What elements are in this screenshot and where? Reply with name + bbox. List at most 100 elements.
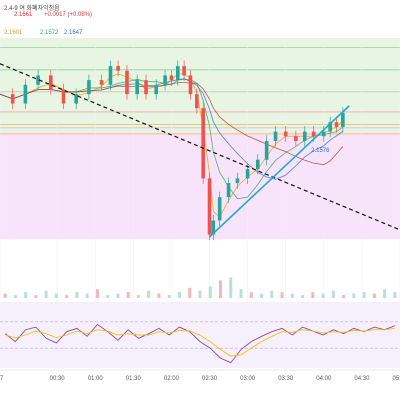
candle-body-5: [61, 89, 66, 104]
candle-body-26: [235, 178, 240, 184]
candle-body-14: [154, 84, 158, 95]
x-tick-label-0: 27: [0, 376, 4, 382]
chart-header: 2.4-9 여 화폐차익청음 2.1661 +0.0017 (+0.08%) 2…: [0, 0, 400, 40]
oscillator-series-1: [5, 327, 395, 357]
volume-bar-24: [249, 292, 253, 298]
volume-bar-8: [85, 293, 89, 298]
support-label: 2.1576: [311, 148, 330, 154]
x-tick-label-9: 04:30: [354, 376, 370, 382]
time-axis: 27 00:30 01:00 01:30 02:00 02:30 03:00 03:30 04:…: [0, 369, 400, 382]
volume-bar-34: [352, 293, 356, 298]
x-tick-label-2: 01:00: [88, 376, 104, 382]
trendline-1: [208, 105, 350, 238]
oscillator-pane: [0, 302, 400, 368]
candle-body-23: [211, 220, 216, 235]
volume-bar-28: [290, 293, 294, 298]
candle-body-10: [116, 66, 120, 71]
volume-bar-19: [198, 290, 202, 298]
x-tick-label-8: 04:00: [316, 376, 332, 382]
volume-bar-0: [3, 293, 7, 298]
candle-body-32: [294, 136, 298, 141]
volume-bar-21: [219, 280, 223, 298]
zone-0: [0, 38, 400, 132]
ma-value-2: 2.1572: [40, 30, 59, 36]
trendline-0: [0, 63, 400, 231]
volume-bar-38: [393, 292, 397, 298]
candle-body-4: [48, 75, 53, 90]
candle-body-13: [144, 80, 148, 95]
x-tick-label-3: 01:30: [126, 376, 142, 382]
volume-bar-14: [147, 290, 151, 298]
candle-body-25: [226, 183, 231, 198]
candle-body-22: [207, 178, 212, 235]
x-tick-label-1: 00:30: [50, 376, 66, 382]
candle-body-35: [322, 131, 326, 137]
ma-value-3: 2.1647: [64, 30, 83, 36]
volume-bar-35: [362, 292, 366, 298]
volume-bar-11: [116, 293, 120, 298]
volume-bar-17: [177, 292, 181, 298]
candle-body-7: [87, 80, 91, 95]
candle-body-1: [10, 94, 15, 104]
volume-bar-18: [188, 287, 192, 298]
x-tick-label-10: 05:00: [392, 376, 400, 382]
volume-bar-26: [270, 290, 274, 298]
x-tick-label-5: 02:30: [202, 376, 218, 382]
volume-bar-9: [95, 289, 99, 298]
volume-bar-29: [301, 295, 305, 298]
volume-bar-7: [75, 292, 79, 298]
candle-body-15: [163, 75, 167, 85]
volume-bar-23: [239, 289, 243, 298]
volume-bar-15: [157, 293, 161, 298]
candle-body-36: [328, 122, 332, 132]
candle-body-28: [255, 159, 260, 170]
volume-bar-2: [24, 292, 28, 298]
volume-bar-16: [167, 295, 171, 298]
candle-body-31: [283, 131, 288, 137]
volume-bar-36: [372, 293, 376, 298]
volume-bar-4: [44, 290, 48, 298]
volume-bar-3: [34, 295, 38, 298]
volume-bar-33: [342, 295, 346, 298]
ma-value-1: 2.1601: [4, 30, 23, 36]
volume-bar-27: [280, 292, 284, 298]
volume-bar-32: [331, 290, 335, 298]
symbol-title: 2.4-9 여 화폐차익청음: [4, 6, 60, 12]
x-tick-label-4: 02:00: [164, 376, 180, 382]
volume-bar-22: [229, 277, 233, 298]
candle-body-21: [201, 108, 205, 179]
zone-1: [0, 131, 400, 240]
volume-bar-20: [208, 286, 212, 298]
candle-body-34: [311, 131, 316, 137]
candle-body-29: [264, 140, 269, 160]
candle-body-30: [273, 131, 278, 141]
volume-bar-25: [260, 293, 264, 298]
candle-body-37: [334, 122, 339, 127]
candle-body-3: [36, 75, 40, 85]
candle-body-6: [74, 94, 78, 104]
volume-bar-6: [65, 295, 69, 298]
volume-bar-30: [311, 292, 315, 298]
candle-body-18: [182, 66, 186, 76]
volume-bar-1: [13, 295, 17, 298]
last-price: 2.1661: [14, 12, 33, 18]
volume-bar-5: [54, 293, 58, 298]
candle-body-33: [302, 131, 307, 141]
volume-bar-13: [136, 295, 140, 298]
oscillator-series-0: [4, 323, 396, 364]
x-tick-label-7: 03:30: [278, 376, 294, 382]
candle-body-12: [135, 80, 139, 95]
candle-body-2: [23, 84, 28, 104]
volume-bar-10: [106, 295, 110, 298]
price-change: +0.0017 (+0.08%): [44, 12, 93, 18]
volume-bar-37: [383, 289, 387, 298]
candle-body-24: [217, 197, 222, 221]
candle-body-8: [99, 80, 104, 85]
candle-body-38: [341, 112, 345, 127]
candle-body-17: [175, 66, 180, 81]
candle-body-9: [108, 66, 113, 85]
candle-body-11: [125, 70, 129, 95]
volume-bar-12: [126, 292, 130, 298]
candle-body-16: [169, 75, 174, 81]
